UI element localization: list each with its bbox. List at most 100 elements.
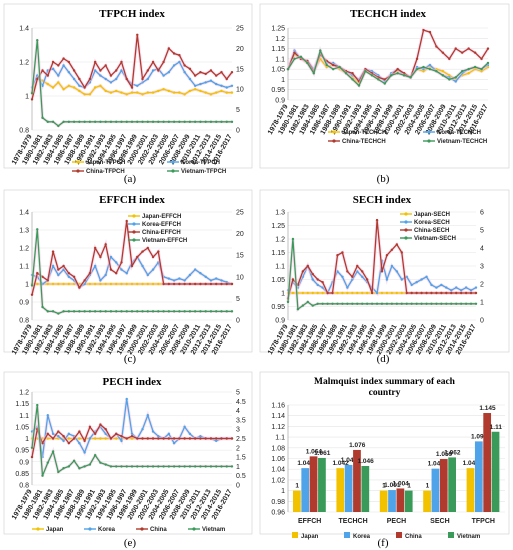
data-point [141,93,144,96]
data-point [125,282,128,286]
data-point [115,465,118,468]
data-point [396,67,399,71]
y-tick-label: 1 [25,436,29,443]
data-point [395,270,399,273]
data-point [188,77,192,81]
data-point [151,437,155,440]
data-point [293,51,296,54]
data-point [445,302,448,305]
data-point [109,282,113,286]
data-point [400,291,403,295]
y-tick-label: 1.05 [271,277,285,284]
y-tick-label: 0.85 [15,471,29,478]
data-point [230,120,234,124]
data-point [220,71,223,74]
data-point [199,272,202,275]
data-point [450,289,453,292]
data-point [395,243,399,246]
data-point [209,310,213,313]
data-point [428,30,432,34]
legend-label: Korea [98,527,116,533]
data-point [183,64,186,67]
data-point [346,270,349,273]
legend-label: Korea-TECHCH [437,130,481,136]
data-point [115,69,118,72]
legend-label: Vietnam-TFPCH [181,169,226,175]
data-point [199,465,202,468]
data-point [441,51,445,54]
y-tick-label: 1.1 [275,264,285,271]
data-point [209,69,213,72]
data-point [364,70,367,73]
data-point [331,302,334,305]
legend-label: Vietnam [202,527,225,533]
data-point [428,63,432,67]
data-point [125,465,128,468]
data-point [225,86,228,89]
data-point [301,304,305,307]
data-point [157,465,160,468]
data-point [120,261,123,264]
y2-tick-label: 5 [236,296,240,303]
data-point [188,437,192,440]
legend-marker [76,169,80,173]
data-point [130,86,134,89]
data-point [146,120,149,124]
legend-label: Japan [46,527,64,533]
data-point [351,302,354,305]
y-tick-label: 1.06 [271,456,285,463]
data-point [380,270,384,273]
y-tick-label: 1 [281,488,285,495]
y2-tick-label: 3.5 [236,417,246,424]
data-point [146,465,149,468]
data-point [136,465,139,468]
data-point [67,275,71,278]
data-point [157,120,160,124]
bar-value-label: 1 [426,483,430,490]
legend-marker [88,527,92,531]
data-point [440,283,443,287]
bar-japan-techch [336,468,345,512]
bar-value-label: 1.061 [314,450,331,457]
data-point [125,397,128,401]
data-point [104,310,107,313]
data-point [321,302,324,305]
data-point [474,302,478,305]
data-point [188,432,192,436]
data-point [36,77,39,81]
data-point [377,78,380,81]
y2-tick-label: 4.5 [236,399,246,406]
data-point [83,439,86,443]
data-point [99,423,102,426]
y2-tick-label: 0 [236,483,240,490]
data-point [167,277,171,280]
data-point [93,264,97,268]
data-point [151,310,155,313]
data-point [99,120,102,124]
legend-marker [140,527,144,531]
data-point [480,67,483,71]
data-point [78,89,81,93]
data-point [225,282,228,286]
data-point [455,286,458,289]
data-point [459,302,463,305]
data-point [51,86,55,89]
bar-value-label: 1.048 [341,457,358,464]
data-point [36,282,39,286]
bar-korea-tfpch [474,441,483,512]
data-point [162,465,165,468]
data-point [51,310,55,313]
data-point [120,282,123,286]
data-point [41,305,44,309]
data-point [57,282,60,286]
y-tick-label: 1.04 [271,467,285,474]
data-point [67,432,71,436]
chart-title: TFPCH index [99,8,165,20]
data-point [474,291,478,295]
data-point [383,82,386,85]
data-point [178,60,181,64]
data-point [46,432,49,436]
data-point [62,310,65,313]
data-point [51,120,55,124]
